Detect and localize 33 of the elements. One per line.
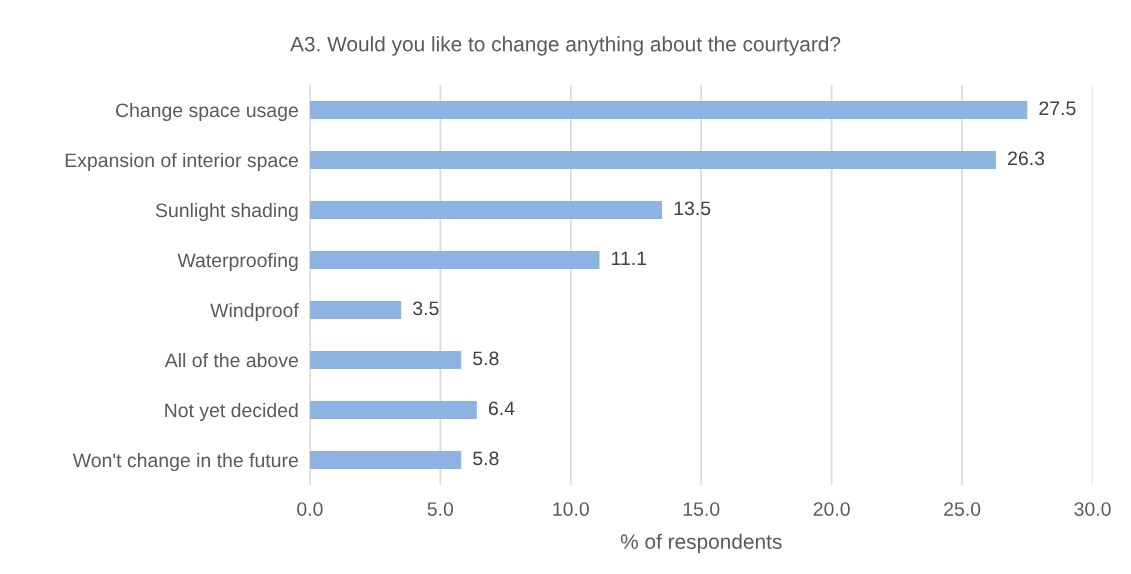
bar xyxy=(309,401,477,420)
data-label: 5.8 xyxy=(473,451,499,466)
y-tick-label: Windproof xyxy=(210,302,299,322)
bar xyxy=(309,200,663,219)
y-tick-label: Won't change in the future xyxy=(72,452,298,472)
bar xyxy=(309,351,462,370)
bar xyxy=(309,150,997,169)
data-label: 26.3 xyxy=(1008,151,1045,166)
x-axis-title: % of respondents xyxy=(620,533,782,554)
x-tick-label: 20.0 xyxy=(813,502,850,516)
x-tick-label: 10.0 xyxy=(553,502,589,516)
x-tick-label: 30.0 xyxy=(1074,502,1111,516)
x-tick-label: 5.0 xyxy=(427,502,454,516)
bar xyxy=(309,100,1028,119)
chart-title: A3. Would you like to change anything about the courtyard? xyxy=(290,36,841,56)
data-label: 13.5 xyxy=(674,201,711,216)
data-label: 11.1 xyxy=(612,251,647,266)
bar xyxy=(309,300,402,319)
data-label: 5.8 xyxy=(473,351,499,366)
data-label: 3.5 xyxy=(413,301,439,316)
y-tick-label: Not yet decided xyxy=(165,402,298,422)
data-label: 6.4 xyxy=(488,401,515,416)
bar xyxy=(309,250,600,269)
x-tick-label: 25.0 xyxy=(944,502,981,516)
x-tick-label: 15.0 xyxy=(683,502,720,516)
y-tick-label: Waterproofing xyxy=(177,252,298,272)
y-tick-label: Expansion of interior space xyxy=(65,152,298,172)
x-tick-label: 0.0 xyxy=(297,502,323,516)
y-tick-label: All of the above xyxy=(164,352,298,368)
data-label: 27.5 xyxy=(1039,101,1076,116)
bar xyxy=(309,451,462,470)
y-tick-label: Sunlight shading xyxy=(155,202,298,222)
y-tick-label: Change space usage xyxy=(116,102,298,122)
